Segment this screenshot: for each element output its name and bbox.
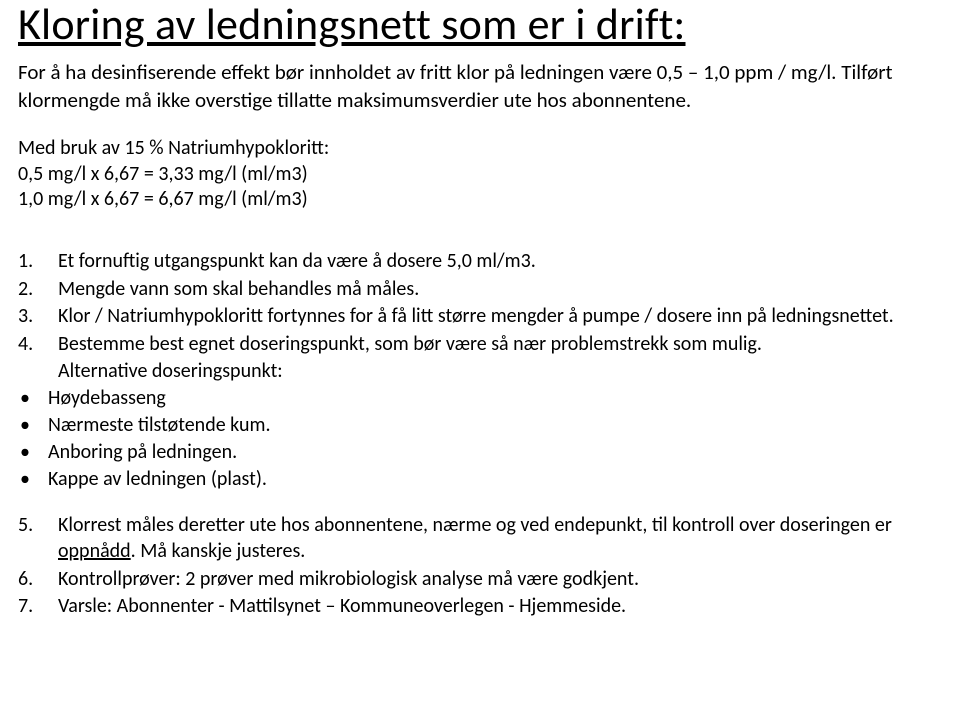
text-part: . Må kanskje justeres. (131, 539, 306, 563)
list-item-1: 1. Et fornuftig utgangspunkt kan da være… (18, 249, 942, 275)
item-number: 3. (18, 304, 58, 330)
text-part: Klorrest måles deretter ute hos abonnent… (58, 513, 892, 537)
item-text: Et fornuftig utgangspunkt kan da være å … (58, 249, 942, 275)
item-number: 7. (18, 594, 58, 620)
bullet-icon: • (18, 466, 48, 492)
spacer (18, 213, 942, 247)
item-number: 1. (18, 249, 58, 275)
page-title: Kloring av ledningsnett som er i drift: (18, 0, 942, 49)
bullet-text: Høydebasseng (48, 385, 166, 411)
bullet-item: •Kappe av ledningen (plast). (18, 466, 942, 492)
alternative-label: Alternative doseringspunkt: (58, 359, 942, 383)
list-item-5: 5. Klorrest måles deretter ute hos abonn… (18, 513, 942, 564)
item-number: 4. (18, 332, 58, 358)
numbered-list-continued: 6. Kontrollprøver: 2 prøver med mikrobio… (18, 567, 942, 620)
list-item-4: 4. Bestemme best egnet doseringspunkt, s… (18, 332, 942, 358)
bullet-icon: • (18, 439, 48, 465)
bullet-list: •Høydebasseng •Nærmeste tilstøtende kum.… (18, 385, 942, 492)
bullet-text: Kappe av ledningen (plast). (48, 466, 267, 492)
item-number: 5. (18, 513, 58, 564)
underlined-word: oppnådd (58, 539, 131, 563)
bullet-item: •Anboring på ledningen. (18, 439, 942, 465)
bullet-icon: • (18, 385, 48, 411)
bullet-item: •Nærmeste tilstøtende kum. (18, 412, 942, 438)
item-text: Kontrollprøver: 2 prøver med mikrobiolog… (58, 567, 942, 593)
item-number: 2. (18, 277, 58, 303)
numbered-list: 1. Et fornuftig utgangspunkt kan da være… (18, 249, 942, 357)
document-page: Kloring av ledningsnett som er i drift: … (0, 0, 960, 636)
list-item-7: 7. Varsle: Abonnenter - Mattilsynet – Ko… (18, 594, 942, 620)
bullet-text: Nærmeste tilstøtende kum. (48, 412, 271, 438)
lead-paragraph: For å ha desinfiserende effekt bør innho… (18, 59, 942, 114)
item-text: Bestemme best egnet doseringspunkt, som … (58, 332, 942, 358)
spacer (18, 493, 942, 511)
calc-line-1: 0,5 mg/l x 6,67 = 3,33 mg/l (ml/m3) (18, 162, 942, 188)
list-item-6: 6. Kontrollprøver: 2 prøver med mikrobio… (18, 567, 942, 593)
bullet-item: •Høydebasseng (18, 385, 942, 411)
item-text: Mengde vann som skal behandles må måles. (58, 277, 942, 303)
item-number: 6. (18, 567, 58, 593)
list-item-3: 3. Klor / Natriumhypokloritt fortynnes f… (18, 304, 942, 330)
calc-line-2: 1,0 mg/l x 6,67 = 6,67 mg/l (ml/m3) (18, 187, 942, 213)
item-text: Varsle: Abonnenter - Mattilsynet – Kommu… (58, 594, 942, 620)
list-item-2: 2. Mengde vann som skal behandles må mål… (18, 277, 942, 303)
item-text: Klorrest måles deretter ute hos abonnent… (58, 513, 942, 564)
calc-intro: Med bruk av 15 % Natriumhypokloritt: (18, 136, 942, 160)
item-text: Klor / Natriumhypokloritt fortynnes for … (58, 304, 942, 330)
bullet-icon: • (18, 412, 48, 438)
bullet-text: Anboring på ledningen. (48, 439, 237, 465)
